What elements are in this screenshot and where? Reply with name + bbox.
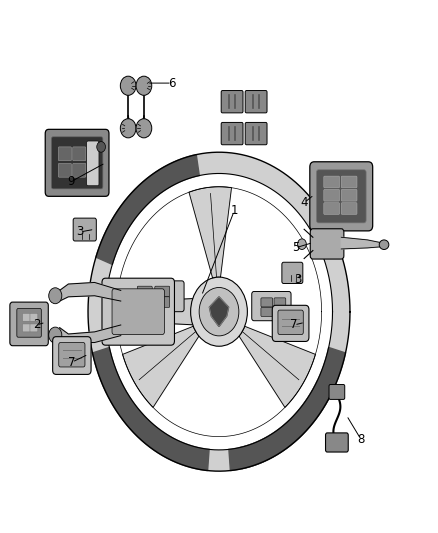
Text: 1: 1 — [230, 204, 238, 217]
FancyBboxPatch shape — [341, 203, 357, 214]
FancyBboxPatch shape — [278, 310, 303, 335]
FancyBboxPatch shape — [324, 189, 339, 201]
FancyBboxPatch shape — [282, 262, 303, 284]
Polygon shape — [123, 298, 196, 325]
FancyBboxPatch shape — [245, 91, 267, 113]
Text: 2: 2 — [33, 319, 40, 332]
FancyBboxPatch shape — [58, 147, 71, 161]
Circle shape — [120, 76, 136, 95]
FancyBboxPatch shape — [102, 278, 174, 345]
FancyBboxPatch shape — [132, 281, 184, 312]
Polygon shape — [106, 173, 332, 450]
Circle shape — [136, 119, 152, 138]
Text: 4: 4 — [300, 196, 308, 209]
Circle shape — [136, 76, 152, 95]
FancyBboxPatch shape — [310, 162, 373, 231]
FancyBboxPatch shape — [73, 147, 86, 161]
Polygon shape — [189, 187, 232, 278]
FancyBboxPatch shape — [155, 297, 170, 308]
FancyBboxPatch shape — [252, 292, 291, 321]
Circle shape — [97, 142, 106, 152]
FancyBboxPatch shape — [138, 297, 152, 308]
FancyBboxPatch shape — [310, 229, 344, 259]
Circle shape — [49, 288, 62, 304]
Polygon shape — [123, 326, 199, 407]
Text: 8: 8 — [357, 433, 364, 446]
Polygon shape — [341, 237, 381, 249]
Circle shape — [199, 287, 239, 336]
Text: 7: 7 — [290, 319, 298, 332]
FancyBboxPatch shape — [53, 337, 91, 374]
Text: 9: 9 — [68, 175, 75, 188]
FancyBboxPatch shape — [221, 123, 243, 145]
FancyBboxPatch shape — [10, 302, 48, 346]
FancyBboxPatch shape — [45, 130, 109, 196]
Text: 5: 5 — [292, 241, 299, 254]
Text: 6: 6 — [168, 77, 176, 90]
FancyBboxPatch shape — [73, 218, 96, 241]
Polygon shape — [96, 155, 199, 264]
FancyBboxPatch shape — [316, 169, 366, 223]
Circle shape — [120, 119, 136, 138]
FancyBboxPatch shape — [325, 433, 348, 452]
FancyBboxPatch shape — [341, 176, 357, 188]
Polygon shape — [60, 282, 121, 301]
Polygon shape — [209, 297, 229, 327]
FancyBboxPatch shape — [138, 286, 152, 297]
Polygon shape — [92, 348, 209, 471]
FancyBboxPatch shape — [30, 313, 38, 321]
Text: 3: 3 — [77, 225, 84, 238]
FancyBboxPatch shape — [324, 176, 339, 188]
FancyBboxPatch shape — [59, 343, 85, 367]
Polygon shape — [239, 326, 315, 407]
FancyBboxPatch shape — [58, 164, 71, 177]
FancyBboxPatch shape — [274, 308, 286, 317]
FancyBboxPatch shape — [274, 298, 286, 307]
FancyBboxPatch shape — [221, 91, 243, 113]
Circle shape — [297, 239, 306, 249]
FancyBboxPatch shape — [73, 164, 86, 177]
FancyBboxPatch shape — [245, 123, 267, 145]
Circle shape — [49, 327, 62, 343]
FancyBboxPatch shape — [261, 298, 273, 307]
Polygon shape — [60, 325, 121, 343]
Ellipse shape — [379, 240, 389, 249]
Polygon shape — [88, 152, 350, 471]
FancyBboxPatch shape — [30, 324, 38, 332]
FancyBboxPatch shape — [22, 313, 30, 321]
Text: 7: 7 — [68, 356, 76, 369]
Polygon shape — [229, 348, 346, 471]
FancyBboxPatch shape — [155, 286, 170, 297]
FancyBboxPatch shape — [272, 305, 309, 342]
FancyBboxPatch shape — [87, 141, 99, 185]
FancyBboxPatch shape — [341, 189, 357, 201]
Polygon shape — [239, 381, 332, 469]
FancyBboxPatch shape — [112, 289, 164, 335]
FancyBboxPatch shape — [329, 384, 345, 399]
FancyBboxPatch shape — [324, 203, 339, 214]
Circle shape — [191, 277, 247, 346]
Text: 3: 3 — [294, 273, 301, 286]
FancyBboxPatch shape — [22, 324, 30, 332]
FancyBboxPatch shape — [51, 137, 103, 189]
FancyBboxPatch shape — [261, 308, 273, 317]
FancyBboxPatch shape — [17, 309, 41, 337]
